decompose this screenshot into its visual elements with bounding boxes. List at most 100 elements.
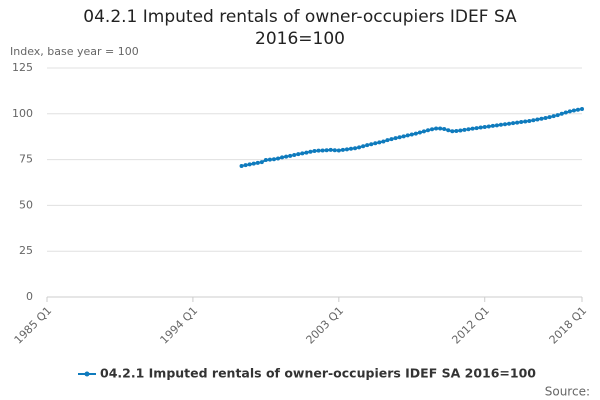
data-point <box>296 152 301 157</box>
data-point <box>259 160 264 165</box>
chart-title: 04.2.1 Imputed rentals of owner-occupier… <box>83 7 517 49</box>
data-point <box>389 137 394 142</box>
y-tick-label: 100 <box>12 107 33 120</box>
data-point <box>511 121 516 126</box>
data-point <box>405 133 410 138</box>
y-tick-label: 75 <box>19 153 33 166</box>
data-point <box>393 136 398 141</box>
data-point <box>490 123 495 128</box>
data-point <box>507 121 512 126</box>
data-point <box>454 129 459 134</box>
data-point <box>486 124 491 129</box>
data-point <box>417 130 422 135</box>
data-point <box>527 118 532 123</box>
data-point <box>531 118 536 123</box>
data-point <box>523 119 528 124</box>
data-point <box>498 122 503 127</box>
data-point <box>312 148 317 153</box>
data-point <box>385 138 390 143</box>
data-point <box>320 148 325 153</box>
data-point <box>474 126 479 131</box>
data-point <box>458 128 463 133</box>
data-point <box>255 160 260 165</box>
data-point <box>470 126 475 131</box>
data-point <box>535 117 540 122</box>
data-point <box>515 120 520 125</box>
data-point <box>482 124 487 129</box>
data-point <box>462 127 467 132</box>
data-point <box>267 157 272 162</box>
y-axis-label: Index, base year = 100 <box>10 45 139 58</box>
data-point <box>365 143 370 148</box>
legend-marker <box>84 371 90 377</box>
data-point <box>284 154 289 159</box>
data-point <box>243 163 248 168</box>
data-point <box>336 148 341 153</box>
data-point <box>276 156 281 161</box>
data-point <box>288 153 293 158</box>
data-point <box>563 110 568 115</box>
data-point <box>442 127 447 132</box>
data-point <box>316 148 321 153</box>
data-point <box>575 107 580 112</box>
data-point <box>413 131 418 136</box>
data-point <box>567 109 572 114</box>
data-point <box>304 150 309 155</box>
data-point <box>446 128 451 133</box>
data-point <box>434 126 439 131</box>
data-point <box>324 148 329 153</box>
y-tick-label: 50 <box>19 198 33 211</box>
x-tick-label: 2003 Q1 <box>304 304 347 347</box>
data-point <box>373 141 378 146</box>
data-point <box>369 142 374 147</box>
data-point <box>421 129 426 134</box>
data-point <box>478 125 483 130</box>
x-tick-label: 1985 Q1 <box>12 304 55 347</box>
y-tick-label: 0 <box>26 290 33 303</box>
data-point <box>409 132 414 137</box>
data-point <box>430 127 435 132</box>
y-tick-label: 25 <box>19 244 33 257</box>
data-point <box>328 147 333 152</box>
data-point <box>502 122 507 127</box>
data-point <box>361 144 366 149</box>
data-point <box>357 145 362 150</box>
data-point <box>438 126 443 131</box>
data-point <box>381 139 386 144</box>
data-point <box>308 149 313 154</box>
data-point <box>300 151 305 156</box>
data-point <box>344 147 349 152</box>
data-point <box>263 157 268 162</box>
series-line <box>241 108 583 167</box>
data-point <box>580 107 584 112</box>
x-tick-label: 2012 Q1 <box>449 304 492 347</box>
data-point <box>377 140 382 145</box>
legend-label: 04.2.1 Imputed rentals of owner-occupier… <box>100 366 536 381</box>
data-point <box>555 113 560 118</box>
data-point <box>247 162 252 167</box>
data-point <box>539 116 544 121</box>
data-point <box>348 146 353 151</box>
data-point <box>271 157 276 162</box>
x-tick-label: 1994 Q1 <box>158 304 201 347</box>
data-point <box>559 111 564 116</box>
data-point <box>332 148 337 153</box>
data-point <box>353 146 358 151</box>
data-point <box>340 147 345 152</box>
data-point <box>551 114 556 119</box>
data-point <box>239 164 244 169</box>
data-point <box>466 127 471 132</box>
data-point <box>571 108 576 113</box>
data-point <box>425 128 430 133</box>
data-point <box>543 116 548 121</box>
data-point <box>280 155 285 160</box>
data-point <box>519 120 524 125</box>
data-point <box>292 153 297 158</box>
data-point <box>494 123 499 128</box>
data-point <box>251 161 256 166</box>
data-point <box>397 135 402 140</box>
data-point <box>547 115 552 120</box>
y-tick-label: 125 <box>12 61 33 74</box>
